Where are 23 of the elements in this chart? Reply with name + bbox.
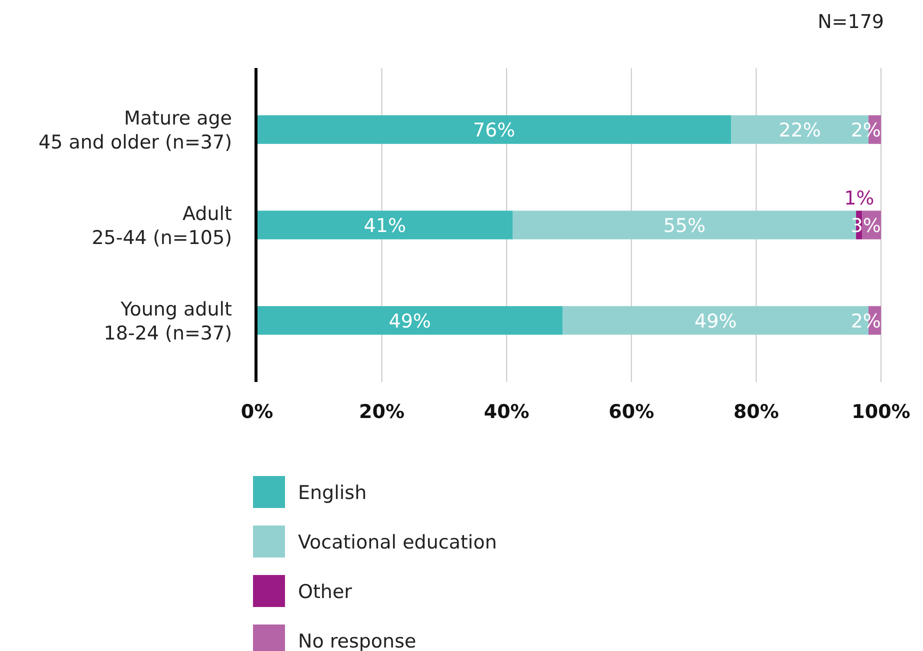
x-tick-label: 20% bbox=[359, 401, 405, 423]
y-tick-label: Young adult 18-24 (n=37) bbox=[104, 298, 232, 344]
data-label: 76% bbox=[473, 120, 516, 142]
text: N=179 bbox=[818, 11, 884, 33]
x-tick-label: 60% bbox=[608, 401, 654, 423]
data-label: 49% bbox=[388, 310, 431, 332]
x-tick-label: 0% bbox=[240, 401, 274, 423]
legend-label: Other bbox=[298, 581, 352, 603]
y-tick-label: Adult 25-44 (n=105) bbox=[92, 203, 232, 249]
data-label: 55% bbox=[663, 215, 706, 237]
x-tick-label: 100% bbox=[852, 401, 910, 423]
y-tick-label: Mature age 45 and older (n=37) bbox=[38, 108, 232, 154]
x-tick-label: 80% bbox=[733, 401, 779, 423]
data-label: 22% bbox=[778, 120, 821, 142]
x-tick-label: 40% bbox=[484, 401, 530, 423]
bar bbox=[257, 210, 513, 240]
data-label: 1% bbox=[844, 188, 874, 210]
legend-label: English bbox=[298, 482, 367, 504]
legend-label: Vocational education bbox=[298, 532, 497, 554]
data-label: 41% bbox=[364, 215, 406, 237]
data-label: 49% bbox=[694, 310, 737, 332]
bar bbox=[257, 115, 732, 144]
bar bbox=[257, 306, 563, 335]
